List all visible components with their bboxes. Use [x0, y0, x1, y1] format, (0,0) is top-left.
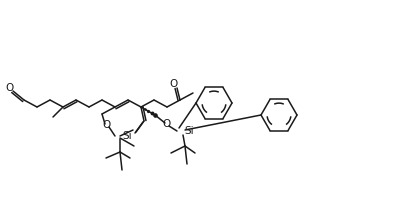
- Text: O: O: [5, 83, 13, 93]
- Text: O: O: [162, 119, 170, 129]
- Text: Si: Si: [184, 126, 194, 136]
- Text: O: O: [169, 79, 177, 89]
- Text: O: O: [102, 120, 110, 130]
- Text: Si: Si: [122, 131, 132, 141]
